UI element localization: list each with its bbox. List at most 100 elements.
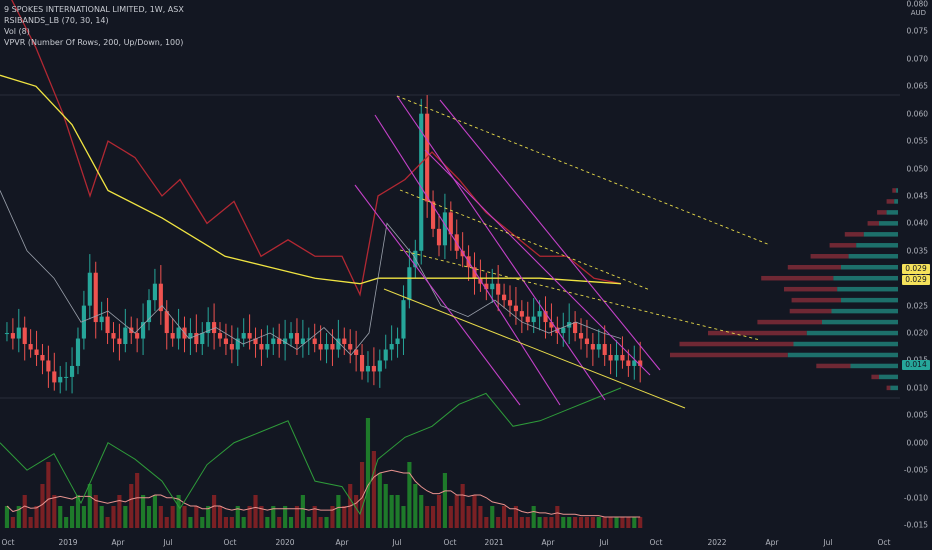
candle-body (170, 333, 175, 339)
candle-body (247, 333, 252, 339)
candle-body (448, 212, 453, 235)
vpvr-up-bar (896, 188, 898, 193)
volume-bar (584, 517, 590, 528)
candle-body (58, 376, 63, 383)
rsiband-lower-line (0, 190, 622, 356)
price-tick: 0.010 (906, 383, 928, 393)
candle-body (318, 344, 323, 350)
price-chart[interactable] (0, 0, 900, 550)
volume-bar (383, 484, 388, 528)
candle-body (531, 316, 536, 323)
time-tick: Apr (111, 538, 125, 547)
candle-body (549, 322, 554, 328)
rsiband-mid-line (0, 74, 622, 285)
candle-body (389, 344, 394, 350)
volume-bar (638, 517, 643, 528)
price-tick: 0.050 (906, 164, 928, 174)
vpvr-down-bar (670, 352, 788, 358)
vpvr-down-bar (877, 210, 887, 215)
candle-body (472, 267, 477, 279)
candle-body (596, 344, 601, 350)
candle-body (578, 333, 584, 339)
volume-bar (170, 506, 175, 528)
candle-body (371, 365, 376, 372)
volume-bar (64, 517, 69, 528)
time-tick: Jul (823, 538, 833, 547)
volume-bar (531, 506, 536, 528)
volume-bar (596, 517, 601, 528)
price-tick: 0.075 (906, 26, 928, 36)
candle-body (99, 316, 104, 323)
candle-body (294, 333, 300, 345)
volume-bar (141, 495, 146, 528)
volume-bar (158, 506, 163, 528)
candle-body (626, 360, 631, 366)
candle-body (87, 272, 92, 306)
volume-bar (590, 517, 595, 528)
volume-bar (93, 495, 98, 528)
price-tick: 0.020 (906, 328, 928, 338)
candle-body (407, 267, 412, 301)
trend-line (383, 288, 686, 409)
volume-bar (300, 495, 305, 528)
candle-body (69, 365, 75, 377)
volume-bar (306, 517, 311, 528)
volume-bar (561, 517, 566, 528)
vpvr-down-bar (844, 232, 864, 237)
volume-bar (549, 517, 554, 528)
candle-body (28, 344, 33, 350)
time-tick: Oct (443, 538, 457, 547)
volume-bar (10, 517, 15, 528)
candle-body (442, 212, 447, 246)
volume-bar (318, 517, 323, 528)
vpvr-up-bar (848, 254, 898, 259)
volume-bar (105, 517, 110, 528)
price-tick: -0.015 (903, 520, 928, 530)
candle-body (34, 349, 39, 355)
vpvr-up-bar (833, 275, 898, 281)
channel-line (374, 114, 561, 406)
price-badge: 0.029 (902, 275, 930, 285)
candle-body (81, 305, 86, 339)
legend-rsibands[interactable]: RSIBANDS_LB (70, 30, 14) (4, 16, 109, 25)
volume-bar (229, 517, 234, 528)
candle-body (359, 354, 365, 372)
time-tick: 2020 (275, 538, 295, 547)
vpvr-up-bar (879, 221, 898, 226)
volume-bar (419, 495, 424, 528)
legend-symbol[interactable]: 9 SPOKES INTERNATIONAL LIMITED, 1W, ASX (4, 5, 184, 14)
volume-bar (407, 462, 412, 528)
volume-bar (602, 517, 607, 528)
candle-body (40, 354, 45, 361)
candle-body (543, 311, 548, 323)
candle-body (152, 283, 157, 301)
price-tick: 0.040 (906, 218, 928, 228)
candle-body (64, 376, 69, 378)
volume-bars (4, 418, 643, 528)
volume-bar (513, 506, 518, 528)
candle-body (336, 338, 341, 350)
volume-bar (365, 418, 371, 528)
volume-bar (288, 517, 294, 528)
candle-body (271, 338, 276, 345)
candle-body (111, 333, 116, 339)
candle-body (342, 338, 347, 345)
vpvr-down-bar (784, 286, 838, 292)
volume-bar (567, 517, 572, 528)
candle-body (312, 338, 317, 345)
volume-bar (507, 517, 513, 528)
price-badge: 0.029 (902, 264, 930, 274)
vpvr-down-bar (787, 264, 841, 270)
volume-bar (436, 495, 442, 528)
volume-bar (259, 506, 264, 528)
volume-bar (519, 517, 524, 528)
legend-vpvr[interactable]: VPVR (Number Of Rows, 200, Up/Down, 100) (4, 38, 184, 47)
vpvr-down-bar (789, 308, 832, 314)
time-tick: Jul (163, 538, 173, 547)
vpvr-down-bar (791, 297, 841, 303)
time-tick: Jul (392, 538, 402, 547)
vpvr-up-bar (890, 385, 898, 391)
channel-line (424, 149, 651, 376)
candle-body (502, 294, 507, 301)
legend-volume[interactable]: Vol (8) (4, 27, 30, 36)
